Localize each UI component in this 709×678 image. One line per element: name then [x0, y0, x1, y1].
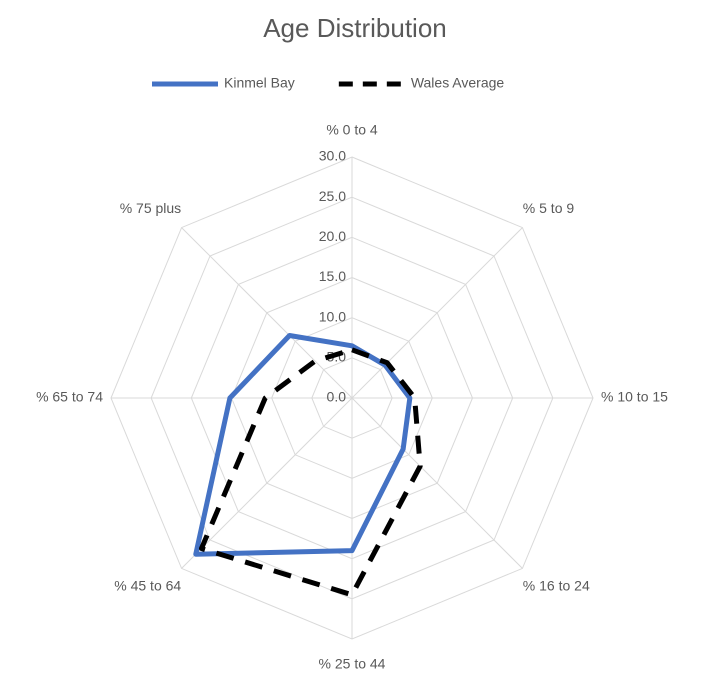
category-label: % 45 to 64: [114, 578, 181, 594]
tick-label: 30.0: [319, 148, 346, 164]
tick-label: 15.0: [319, 268, 346, 284]
category-label: % 65 to 74: [36, 389, 103, 405]
tick-label: 10.0: [319, 308, 346, 324]
tick-label: 20.0: [319, 228, 346, 244]
category-label: % 75 plus: [120, 200, 181, 216]
legend-label: Kinmel Bay: [224, 75, 295, 91]
legend-label: Wales Average: [411, 75, 505, 91]
category-label: % 25 to 44: [319, 656, 386, 672]
tick-label: 25.0: [319, 188, 346, 204]
category-label: % 16 to 24: [523, 578, 590, 594]
spoke: [351, 397, 523, 569]
series-line: [193, 333, 413, 557]
spoke: [181, 397, 353, 569]
spoke: [351, 227, 523, 399]
tick-label: 0.0: [327, 389, 347, 405]
category-label: % 0 to 4: [326, 122, 378, 138]
category-label: % 5 to 9: [523, 200, 575, 216]
chart-title: Age Distribution: [263, 13, 447, 43]
spoke: [181, 227, 353, 399]
category-label: % 10 to 15: [601, 389, 668, 405]
